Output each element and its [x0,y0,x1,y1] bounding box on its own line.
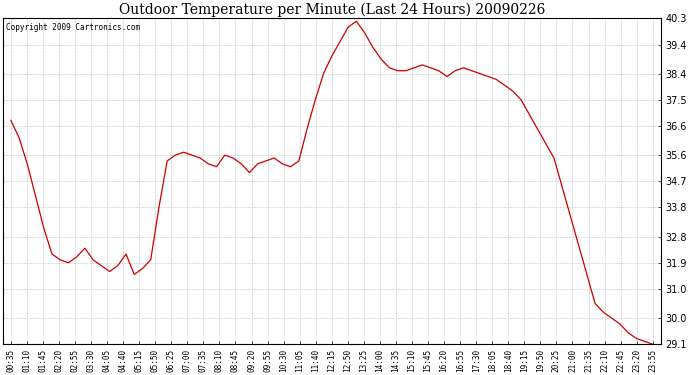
Title: Outdoor Temperature per Minute (Last 24 Hours) 20090226: Outdoor Temperature per Minute (Last 24 … [119,3,545,17]
Text: Copyright 2009 Cartronics.com: Copyright 2009 Cartronics.com [6,23,140,32]
